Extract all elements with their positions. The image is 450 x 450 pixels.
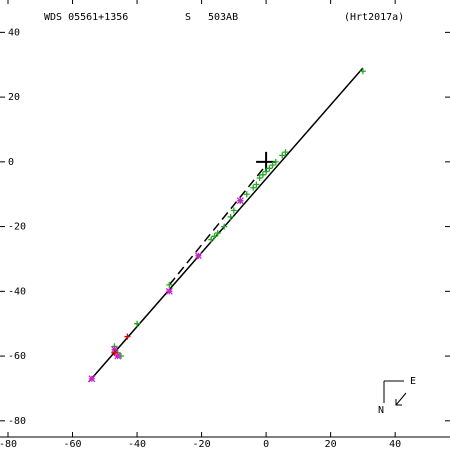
point (88, 375, 96, 383)
pair: 503AB (208, 12, 238, 23)
x-tick-label: -40 (128, 439, 146, 450)
point (230, 207, 237, 214)
point (221, 223, 228, 230)
compass-arrow-head (395, 399, 402, 406)
point (214, 230, 221, 237)
point (111, 349, 118, 356)
reference: (Hrt2017a) (344, 12, 404, 23)
compass-e: E (410, 376, 416, 387)
point (111, 346, 118, 354)
y-tick-label: -20 (8, 222, 26, 233)
point (134, 320, 141, 327)
x-tick-label: 0 (263, 439, 269, 450)
point (227, 213, 234, 220)
point (253, 181, 260, 188)
point (208, 236, 215, 243)
point (263, 168, 270, 175)
point (279, 152, 286, 159)
point (124, 333, 131, 340)
code: S (185, 12, 191, 23)
point (114, 352, 122, 360)
point (266, 165, 273, 172)
point (282, 149, 289, 156)
point (243, 191, 250, 198)
point (259, 171, 266, 178)
wds-id: WDS 05561+1356 (44, 12, 128, 23)
point (256, 175, 263, 182)
point (272, 158, 279, 165)
point (269, 162, 276, 169)
point (194, 252, 202, 260)
y-tick-label: -80 (8, 416, 26, 427)
compass-n: N (378, 405, 384, 416)
y-tick-label: -40 (8, 286, 26, 297)
y-tick-label: 20 (8, 92, 20, 103)
x-tick-label: -60 (63, 439, 81, 450)
point (211, 233, 218, 240)
point (165, 287, 173, 295)
x-tick-label: -20 (193, 439, 211, 450)
point (359, 68, 366, 75)
point (236, 197, 244, 205)
primary-cross (256, 151, 277, 172)
point (250, 184, 257, 191)
y-tick-label: 0 (8, 157, 14, 168)
orbit-line (168, 164, 267, 286)
x-tick-label: -80 (0, 439, 17, 450)
orbit-line (88, 67, 364, 383)
point (166, 281, 173, 288)
y-tick-label: -60 (8, 351, 26, 362)
compass-arrow (395, 392, 407, 406)
compass: E N (378, 376, 416, 416)
x-tick-label: 20 (325, 439, 337, 450)
x-tick-label: 40 (389, 439, 401, 450)
y-tick-label: 40 (8, 27, 20, 38)
